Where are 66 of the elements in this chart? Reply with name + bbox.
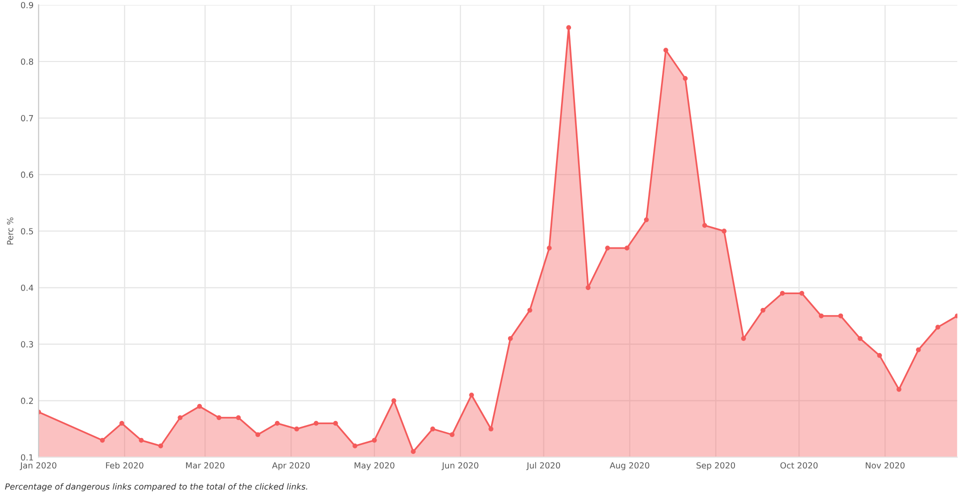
x-tick-label: Jan 2020 [20,462,56,470]
y-axis-title: Perc % [6,217,14,244]
point [644,217,649,222]
point [450,432,455,438]
y-tick-label: 0.5 [20,228,33,234]
point [197,404,202,409]
point [916,347,921,352]
point [372,438,377,443]
point [586,285,591,290]
y-tick-label: 0.9 [20,2,34,8]
point [838,313,844,318]
y-tick-label: 0.8 [20,58,34,65]
x-tick-label: Aug 2020 [610,462,650,470]
point [236,415,241,420]
point [352,444,358,448]
point [741,336,746,341]
point [488,426,494,432]
text: Percentage of dangerous links compared to the total of the clicked links. [5,483,308,492]
point [314,420,319,426]
point [818,313,824,318]
point [858,336,863,341]
point [896,386,902,392]
point [410,449,416,454]
point [391,398,396,404]
y-tick-label: 0.3 [20,341,34,348]
point [138,438,144,443]
y-tick-label: 0.7 [20,115,33,122]
x-tick-label: Sep 2020 [696,462,736,470]
point [100,438,105,443]
point [527,308,532,313]
x-tick-label: Jun 2020 [442,462,478,470]
point [546,246,552,250]
point [469,392,474,398]
point [158,444,164,448]
point [605,246,610,250]
y-tick-label: 0.2 [20,398,33,404]
point [799,290,804,296]
point [760,308,766,313]
x-tick-label: May 2020 [354,462,394,470]
point [663,48,668,53]
y-tick-label: 0.1 [20,454,33,461]
point [624,246,630,250]
x-tick-label: Mar 2020 [186,462,224,469]
point [274,420,280,426]
y-tick-label: 0.4 [20,284,34,291]
point [333,420,338,426]
point [508,336,513,341]
point [702,223,708,228]
point [255,432,260,438]
x-tick-label: Oct 2020 [780,462,818,469]
x-tick-label: Feb 2020 [106,462,144,469]
point [294,426,300,432]
point [722,228,727,234]
x-tick-label: Jul 2020 [526,462,560,470]
point [566,25,572,30]
y-tick-label: 0.6 [20,172,34,178]
point [935,324,940,330]
point [216,415,222,420]
x-tick-label: Apr 2020 [272,462,310,470]
point [178,415,183,420]
x-tick-label: Nov 2020 [866,462,905,469]
point [780,290,785,296]
point [430,426,436,432]
point [682,76,688,81]
point [877,353,882,358]
point [119,420,124,426]
